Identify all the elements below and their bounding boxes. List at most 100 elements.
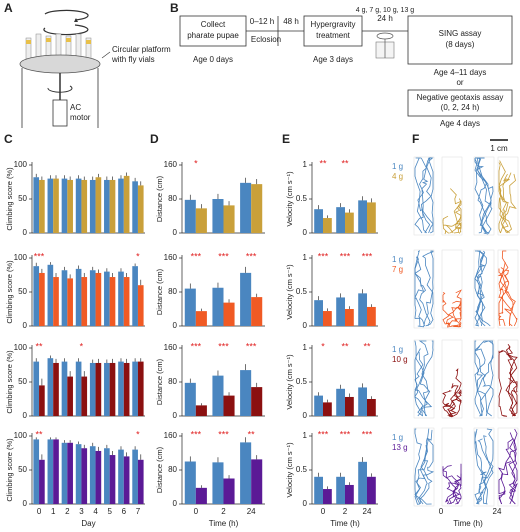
bar <box>39 385 45 416</box>
trace <box>474 431 487 505</box>
step-text: 0–12 h <box>250 17 274 26</box>
trace <box>414 428 422 505</box>
panel-letter: A <box>4 1 13 15</box>
significance: * <box>80 341 84 351</box>
trace <box>414 428 430 505</box>
legend-entry: 1 g <box>392 433 403 442</box>
bar <box>195 208 207 233</box>
bar <box>251 459 263 504</box>
step-text: (8 days) <box>446 40 475 49</box>
y-tick-label: 0 <box>303 321 308 330</box>
arena <box>441 156 463 236</box>
bar <box>67 278 73 326</box>
legend-entry: 1 g <box>392 255 403 264</box>
step-text: (0, 2, 24 h) <box>441 103 480 112</box>
significance: * <box>321 341 325 351</box>
bar <box>118 449 124 504</box>
y-tick-label: 0 <box>173 228 178 237</box>
bar <box>336 388 345 416</box>
bar <box>358 200 367 233</box>
y-tick-label: 0 <box>23 499 28 508</box>
arena <box>413 156 435 236</box>
age-label: Age 0 days <box>193 55 233 64</box>
arena <box>473 156 495 236</box>
y-tick-label: 0 <box>23 321 28 330</box>
bar <box>358 461 367 504</box>
significance: *** <box>218 251 229 261</box>
trace <box>477 157 492 235</box>
bar <box>61 270 68 326</box>
bar <box>89 270 96 326</box>
bar <box>33 361 40 416</box>
y-tick-label: 100 <box>14 343 28 352</box>
panel-letter: F <box>412 132 419 146</box>
step-text: 4 g, 7 g, 10 g, 13 g <box>356 7 414 14</box>
axis-title: Time (h) <box>453 519 483 528</box>
bar <box>195 487 207 504</box>
bar <box>75 268 82 326</box>
x-tick-label: 5 <box>107 507 112 516</box>
bar <box>223 205 235 233</box>
trace <box>414 249 425 327</box>
bar <box>137 361 144 416</box>
device-drawing <box>19 9 111 128</box>
time-label: 0 <box>439 507 444 516</box>
trace <box>501 261 518 327</box>
significance: ** <box>319 158 327 168</box>
arena <box>497 339 519 419</box>
arena <box>441 249 463 329</box>
y-tick-label: 0 <box>173 411 178 420</box>
age-label: Age 3 days <box>313 55 353 64</box>
y-tick-label: 1 <box>303 431 308 440</box>
bar <box>61 178 68 233</box>
bar <box>39 272 45 326</box>
bar <box>89 179 96 233</box>
significance: *** <box>218 341 229 351</box>
trace <box>442 466 462 505</box>
step-text: Hypergravity <box>311 20 356 29</box>
bar <box>95 450 102 504</box>
significance: *** <box>318 251 329 261</box>
bar <box>314 476 323 504</box>
bar <box>195 311 207 326</box>
y-tick-label: 160 <box>164 253 178 262</box>
step-text: SING assay <box>439 29 482 38</box>
trace <box>474 158 494 234</box>
arena <box>497 427 519 507</box>
bar <box>132 361 138 416</box>
axis-title: Velocity (cm s⁻¹) <box>285 442 294 498</box>
arena <box>473 427 495 507</box>
bar <box>95 272 102 326</box>
x-tick-label: 2 <box>221 507 226 516</box>
bar <box>184 199 196 233</box>
axis-title: Velocity (cm s⁻¹) <box>285 264 294 320</box>
panel-letter: B <box>170 1 179 15</box>
legend-entry: 7 g <box>392 265 403 274</box>
trace <box>480 340 494 417</box>
trace <box>422 250 434 327</box>
bar <box>104 179 110 233</box>
bar <box>323 489 332 504</box>
significance: *** <box>362 429 373 439</box>
bar <box>223 302 235 326</box>
significance: *** <box>191 251 202 261</box>
bar <box>53 439 59 504</box>
bar <box>89 362 96 416</box>
y-tick-label: 50 <box>18 465 27 474</box>
y-tick-label: 80 <box>168 287 177 296</box>
bar <box>81 376 88 416</box>
trace <box>447 368 462 417</box>
trace <box>421 157 434 234</box>
significance: * <box>194 158 198 168</box>
bar <box>61 442 68 504</box>
bar <box>345 309 354 326</box>
x-tick-label: 24 <box>363 507 372 516</box>
x-tick-label: 2 <box>65 507 70 516</box>
bar <box>118 178 124 233</box>
arena <box>413 427 435 507</box>
trace <box>455 215 462 234</box>
bar <box>89 446 96 504</box>
step-box <box>407 89 513 117</box>
legend-entry: 1 g <box>392 345 403 354</box>
